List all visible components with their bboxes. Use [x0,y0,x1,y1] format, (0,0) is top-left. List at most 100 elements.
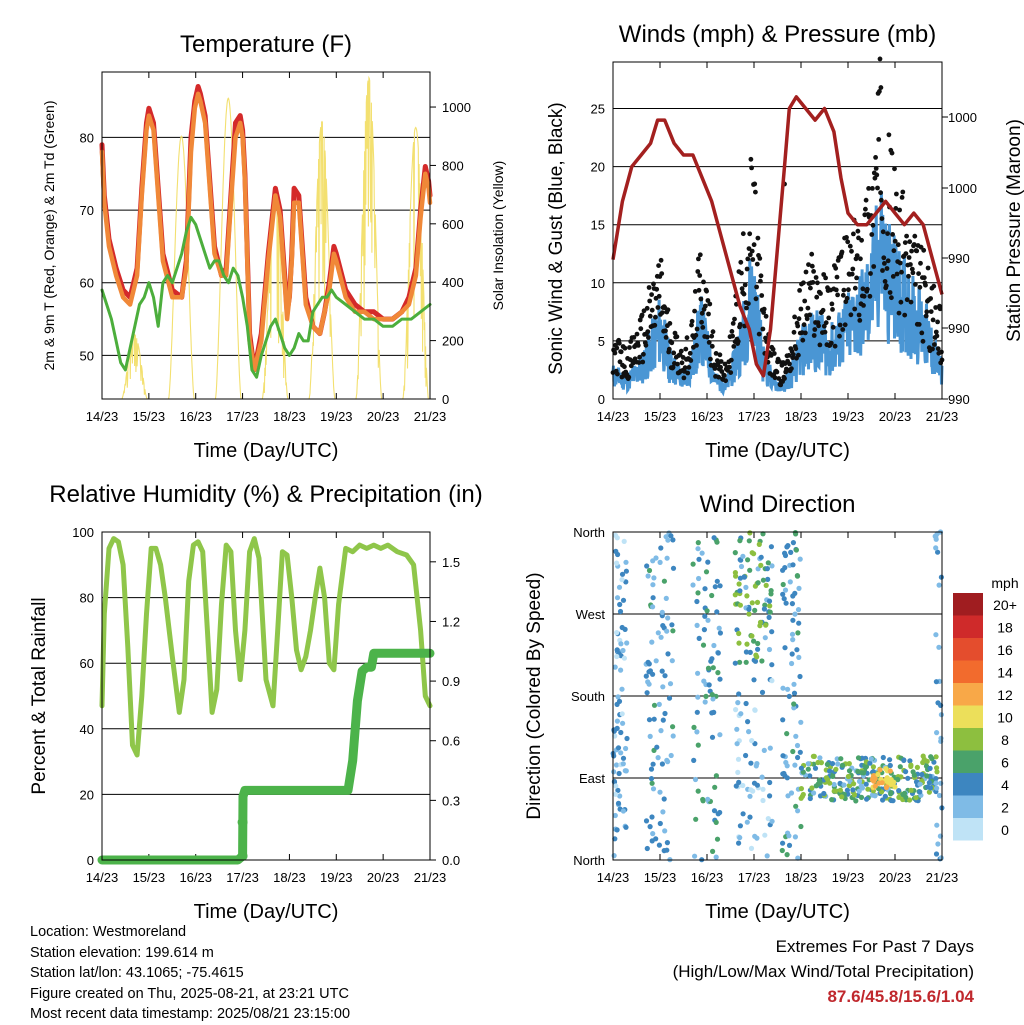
gust-point [802,330,808,336]
direction-point [747,649,753,656]
direction-point [648,776,655,782]
direction-point [624,640,630,646]
direction-point [760,786,766,792]
direction-point [797,556,803,562]
direction-point [646,681,652,687]
direction-point [658,728,664,734]
gust-point [935,319,940,325]
gust-point [818,291,823,296]
direction-point [887,768,893,774]
direction-point [805,761,811,767]
gust-point [695,269,701,274]
extremes-title: Extremes For Past 7 Days [775,937,974,956]
direction-point [651,702,658,708]
direction-point [614,827,620,833]
panel-2-xlabel: Time (Day/UTC) [705,440,850,462]
gust-point [643,342,649,348]
direction-point [821,790,827,797]
panel-1-xtick-label: 14/23 [86,409,119,424]
direction-point [650,582,656,588]
panel-2-xtick-label: 16/23 [691,409,724,424]
gust-point [649,307,655,313]
direction-point [711,535,717,541]
direction-point [706,682,712,688]
gust-point [813,275,819,280]
direction-point [713,819,719,826]
panel-3-y2tick-label: 0.0 [442,853,460,868]
direction-point [763,622,769,628]
direction-point [613,783,619,789]
direction-point [746,611,752,617]
gust-point [617,359,623,365]
gust-point [697,252,703,258]
direction-point [798,765,805,771]
direction-point [620,720,626,726]
direction-point [875,771,881,778]
legend-swatch [953,683,983,706]
direction-point [794,647,800,653]
gust-point [675,361,680,367]
direction-point [643,673,649,679]
direction-point [934,769,940,775]
gust-point [911,242,917,247]
direction-point [859,785,866,791]
direction-point [761,747,767,754]
direction-point [867,760,873,766]
direction-point [782,552,789,559]
gust-point [696,287,702,293]
direction-point [877,767,883,773]
gust-point [906,273,911,279]
legend-swatch [953,750,983,773]
direction-point [830,773,836,780]
direction-point [717,676,723,682]
direction-point [887,757,893,763]
direction-point [920,759,926,766]
direction-point [668,752,674,759]
gust-point [616,340,622,346]
direction-point [741,574,747,580]
gust-point [885,258,891,264]
direction-point [655,630,661,636]
direction-point [669,622,675,628]
gust-point [852,306,858,312]
panel-4-xtick-label: 20/23 [879,870,912,885]
direction-point [780,581,786,588]
direction-point [755,640,761,647]
gust-point [899,195,905,200]
direction-point [732,592,738,598]
gust-point [812,327,818,332]
direction-point [779,847,785,854]
direction-point [650,761,656,767]
insolation-line [121,333,148,400]
gust-point [858,256,863,262]
gust-point [692,289,698,294]
direction-point [711,808,718,814]
direction-point [623,824,629,830]
direction-point [787,579,793,585]
panel-3-title: Relative Humidity (%) & Precipitation (i… [49,481,482,508]
direction-point [908,787,914,793]
gust-point [878,85,884,90]
panel-4-xtick-label: 14/23 [597,870,630,885]
direction-point [714,609,720,615]
direction-point [846,768,853,774]
direction-point [786,842,793,849]
direction-point [664,555,670,561]
extremes-values: 87.6/45.8/15.6/1.04 [827,987,974,1006]
direction-point [800,769,806,775]
gust-point [793,346,799,352]
gust-point [790,352,796,357]
humidity-series [99,536,433,758]
direction-point [853,798,859,804]
direction-point [662,828,668,834]
panel-3-ytick-label: 100 [72,525,94,540]
gust-point [870,222,876,228]
direction-point [780,840,786,846]
direction-point [614,647,620,653]
gust-point [641,351,646,357]
direction-point [769,818,775,824]
direction-point [649,639,655,645]
gust-point [663,335,669,340]
gust-point [722,373,727,378]
